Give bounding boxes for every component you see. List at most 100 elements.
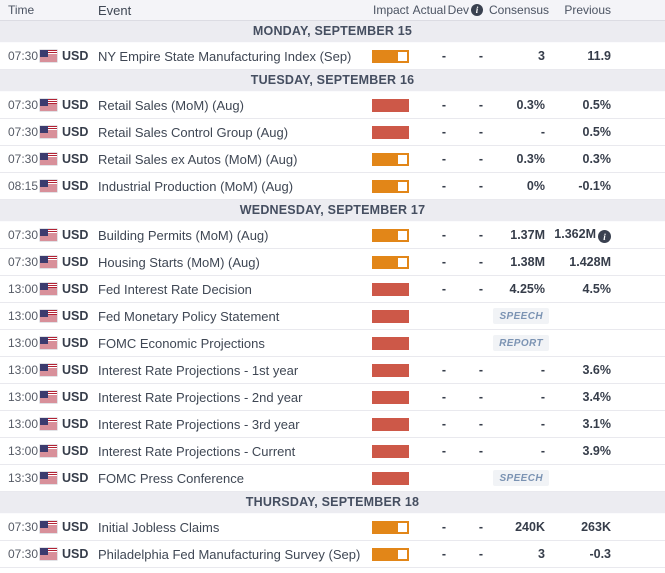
calendar-day-section: MONDAY, SEPTEMBER 15 07:30 USD NY Empire… <box>0 21 665 70</box>
impact-indicator <box>365 417 411 431</box>
us-flag-icon <box>40 50 57 62</box>
us-flag-icon <box>40 99 57 111</box>
event-time: 07:30 <box>8 125 39 139</box>
currency-label: USD <box>62 417 89 431</box>
currency-label: USD <box>62 228 89 242</box>
event-time: 07:30 <box>8 255 39 269</box>
consensus-value: 1.38M <box>510 255 545 269</box>
deviation-value: - <box>478 152 483 166</box>
event-name[interactable]: Interest Rate Projections - 2nd year <box>98 389 303 405</box>
us-flag-icon <box>40 229 57 241</box>
event-row[interactable]: 08:15 USD Industrial Production (MoM) (A… <box>0 173 665 200</box>
consensus-value: - <box>540 390 545 404</box>
event-row[interactable]: 07:30 USD Philadelphia Fed Manufacturing… <box>0 541 665 568</box>
deviation-value: - <box>478 98 483 112</box>
impact-bar-medium <box>372 49 409 63</box>
event-name[interactable]: Fed Monetary Policy Statement <box>98 308 280 324</box>
impact-bar-medium <box>372 228 409 242</box>
event-name[interactable]: Housing Starts (MoM) (Aug) <box>98 254 260 270</box>
report-badge[interactable]: REPORT <box>493 335 549 351</box>
event-row[interactable]: 13:00 USD Interest Rate Projections - 2n… <box>0 384 665 411</box>
event-name[interactable]: FOMC Press Conference <box>98 470 244 486</box>
event-row[interactable]: 13:00 USD Fed Interest Rate Decision - -… <box>0 276 665 303</box>
event-row[interactable]: 07:30 USD Building Permits (MoM) (Aug) -… <box>0 222 665 249</box>
previous-value: -0.1% <box>578 179 611 193</box>
previous-value: -0.3 <box>589 547 611 561</box>
speech-badge[interactable]: SPEECH <box>493 308 549 324</box>
previous-value: 0.3% <box>582 152 612 166</box>
event-name[interactable]: Retail Sales Control Group (Aug) <box>98 124 289 140</box>
actual-value: - <box>441 282 446 296</box>
previous-value: 3.9% <box>582 444 612 458</box>
currency-label: USD <box>62 471 89 485</box>
event-name[interactable]: Interest Rate Projections - 3rd year <box>98 416 300 432</box>
us-flag-icon <box>40 445 57 457</box>
event-row[interactable]: 07:30 USD Initial Jobless Claims - - 240… <box>0 514 665 541</box>
calendar-day-section: WEDNESDAY, SEPTEMBER 17 07:30 USD Buildi… <box>0 200 665 492</box>
event-name[interactable]: Fed Interest Rate Decision <box>98 281 252 297</box>
event-row[interactable]: 07:30 USD Retail Sales ex Autos (MoM) (A… <box>0 146 665 173</box>
event-name[interactable]: Interest Rate Projections - 1st year <box>98 362 299 378</box>
deviation-value: - <box>478 390 483 404</box>
event-row[interactable]: 13:00 USD Interest Rate Projections - 1s… <box>0 357 665 384</box>
col-header-dev-label: Dev <box>447 3 469 17</box>
event-name[interactable]: Industrial Production (MoM) (Aug) <box>98 178 294 194</box>
speech-badge[interactable]: SPEECH <box>493 470 549 486</box>
impact-indicator <box>365 98 411 112</box>
currency-label: USD <box>62 363 89 377</box>
impact-bar-high <box>372 363 409 377</box>
consensus-value: 3 <box>538 547 545 561</box>
impact-indicator <box>365 49 411 63</box>
event-row[interactable]: 07:30 USD Retail Sales (MoM) (Aug) - - 0… <box>0 92 665 119</box>
event-row[interactable]: 13:30 USD FOMC Press Conference SPEECH <box>0 465 665 492</box>
event-row[interactable]: 13:00 USD Interest Rate Projections - Cu… <box>0 438 665 465</box>
section-date-header: MONDAY, SEPTEMBER 15 <box>0 21 665 43</box>
impact-indicator <box>365 547 411 561</box>
currency-label: USD <box>62 444 89 458</box>
section-date-header: WEDNESDAY, SEPTEMBER 17 <box>0 200 665 222</box>
us-flag-icon <box>40 391 57 403</box>
event-name[interactable]: NY Empire State Manufacturing Index (Sep… <box>98 48 352 64</box>
impact-bar-high <box>372 309 409 323</box>
impact-indicator <box>365 152 411 166</box>
event-name[interactable]: Retail Sales (MoM) (Aug) <box>98 97 244 113</box>
actual-value: - <box>441 228 446 242</box>
event-name[interactable]: Philadelphia Fed Manufacturing Survey (S… <box>98 546 361 562</box>
us-flag-icon <box>40 310 57 322</box>
impact-indicator <box>365 228 411 242</box>
event-name[interactable]: Interest Rate Projections - Current <box>98 443 296 459</box>
actual-value: - <box>441 390 446 404</box>
actual-value: - <box>441 125 446 139</box>
event-row[interactable]: 13:00 USD Interest Rate Projections - 3r… <box>0 411 665 438</box>
impact-indicator <box>365 255 411 269</box>
us-flag-icon <box>40 337 57 349</box>
previous-value: 0.5% <box>582 125 612 139</box>
dev-info-icon[interactable]: i <box>471 4 483 16</box>
event-name[interactable]: Initial Jobless Claims <box>98 519 220 535</box>
impact-indicator <box>365 282 411 296</box>
event-time: 13:00 <box>8 390 39 404</box>
actual-value: - <box>441 152 446 166</box>
event-row[interactable]: 13:00 USD Fed Monetary Policy Statement … <box>0 303 665 330</box>
event-row[interactable]: 13:00 USD FOMC Economic Projections REPO… <box>0 330 665 357</box>
deviation-value: - <box>478 444 483 458</box>
event-name[interactable]: Building Permits (MoM) (Aug) <box>98 227 269 243</box>
event-name[interactable]: Retail Sales ex Autos (MoM) (Aug) <box>98 151 298 167</box>
us-flag-icon <box>40 126 57 138</box>
impact-bar-high <box>372 336 409 350</box>
actual-value: - <box>441 363 446 377</box>
currency-label: USD <box>62 98 89 112</box>
previous-value: 4.5% <box>582 282 612 296</box>
event-row[interactable]: 07:30 USD Housing Starts (MoM) (Aug) - -… <box>0 249 665 276</box>
consensus-value: - <box>540 417 545 431</box>
consensus-value: 1.37M <box>510 228 545 242</box>
impact-bar-high <box>372 471 409 485</box>
us-flag-icon <box>40 153 57 165</box>
consensus-value: 4.25% <box>509 282 545 296</box>
event-row[interactable]: 07:30 USD Retail Sales Control Group (Au… <box>0 119 665 146</box>
event-name[interactable]: FOMC Economic Projections <box>98 335 265 351</box>
event-row[interactable]: 07:30 USD NY Empire State Manufacturing … <box>0 43 665 70</box>
actual-value: - <box>441 49 446 63</box>
previous-info-icon[interactable]: i <box>598 230 611 244</box>
impact-bar-medium <box>372 520 409 534</box>
